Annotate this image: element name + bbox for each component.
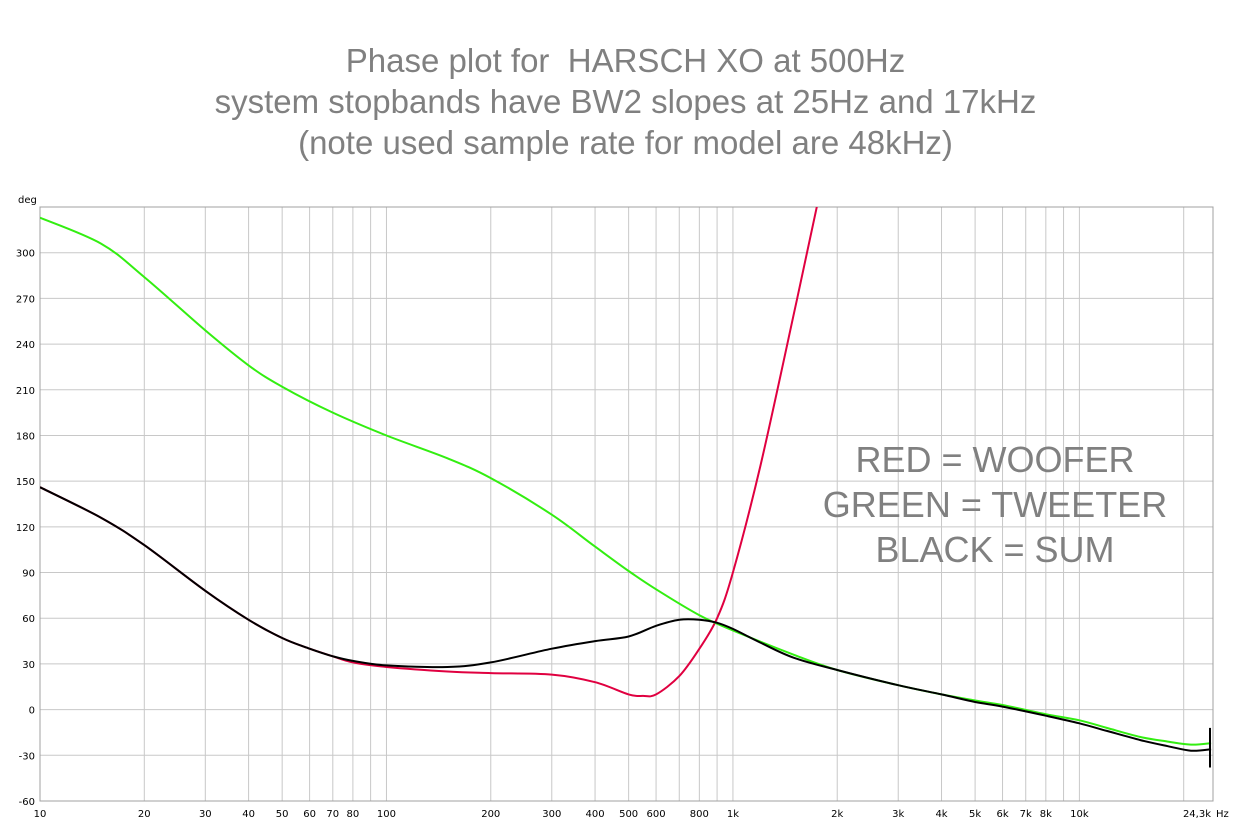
tweeter-phase-line <box>40 216 1212 746</box>
x-tick-label: 50 <box>276 809 289 820</box>
legend: RED = WOOFER GREEN = TWEETER BLACK = SUM <box>800 437 1190 572</box>
title-line-3: (note used sample rate for model are 48k… <box>298 124 953 161</box>
x-tick-label: 20 <box>138 809 151 820</box>
x-tick-label: 5k <box>969 809 981 820</box>
y-tick-label: 270 <box>16 294 35 305</box>
x-tick-label: 100 <box>377 809 396 820</box>
y-tick-label: 150 <box>16 477 35 488</box>
y-tick-label: 180 <box>16 431 35 442</box>
y-tick-label: -30 <box>19 751 35 762</box>
x-tick-label: 80 <box>347 809 360 820</box>
x-tick-label: 40 <box>242 809 255 820</box>
x-tick-label: 200 <box>481 809 500 820</box>
y-axis-label: deg <box>18 195 37 206</box>
x-tick-label: 8k <box>1040 809 1052 820</box>
title-line-1: Phase plot for HARSCH XO at 500Hz <box>345 42 906 79</box>
x-tick-label: 2k <box>831 809 843 820</box>
legend-woofer: RED = WOOFER <box>855 439 1135 480</box>
y-tick-label: 30 <box>22 660 35 671</box>
y-tick-label: 120 <box>16 523 35 534</box>
x-tick-label: 500 <box>619 809 638 820</box>
x-tick-label: 400 <box>586 809 605 820</box>
y-tick-label: 0 <box>29 706 35 717</box>
x-tick-label: 24,3k <box>1183 809 1211 820</box>
x-tick-label: 3k <box>892 809 904 820</box>
x-tick-label: 1k <box>727 809 739 820</box>
legend-tweeter: GREEN = TWEETER <box>822 484 1168 525</box>
x-tick-label: 4k <box>935 809 947 820</box>
x-tick-label: 30 <box>199 809 212 820</box>
sum-phase-line <box>40 486 1212 752</box>
x-tick-label: 6k <box>996 809 1008 820</box>
x-tick-label: 60 <box>303 809 316 820</box>
x-tick-label: 600 <box>647 809 666 820</box>
x-tick-label: 800 <box>690 809 709 820</box>
y-tick-label: 90 <box>22 569 35 580</box>
legend-sum: BLACK = SUM <box>875 529 1115 570</box>
x-tick-label: 7k <box>1020 809 1032 820</box>
x-unit-label: Hz <box>1216 809 1229 820</box>
y-tick-label: 210 <box>16 386 35 397</box>
y-tick-label: 300 <box>16 249 35 260</box>
y-tick-label: 60 <box>22 614 35 625</box>
x-tick-label: 10 <box>34 809 47 820</box>
chart-title: Phase plot for HARSCH XO at 500Hz system… <box>0 40 1251 163</box>
plot-frame <box>39 206 1214 802</box>
y-tick-label: -60 <box>19 797 35 808</box>
y-tick-label: 240 <box>16 340 35 351</box>
x-tick-label: 10k <box>1070 809 1089 820</box>
title-line-2: system stopbands have BW2 slopes at 25Hz… <box>214 83 1037 120</box>
x-tick-label: 300 <box>542 809 561 820</box>
x-tick-label: 70 <box>326 809 339 820</box>
